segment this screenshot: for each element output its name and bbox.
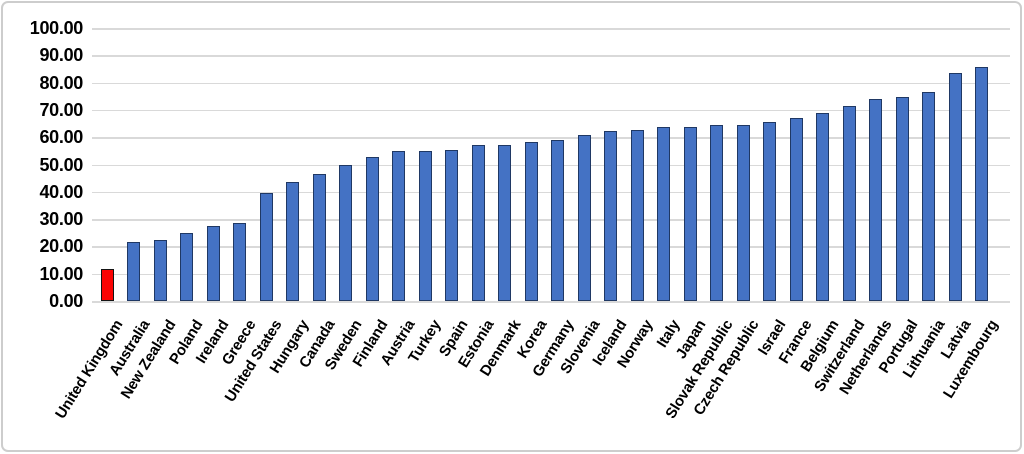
- gridline: [92, 301, 1010, 303]
- bar: [710, 125, 724, 301]
- bar: [445, 150, 459, 301]
- bar: [604, 130, 618, 301]
- gridline: [92, 109, 1010, 112]
- y-axis-tick-label: 40.00: [39, 181, 83, 202]
- gridline: [92, 137, 1010, 139]
- bar: [948, 72, 962, 301]
- bar: [259, 192, 273, 301]
- bar: [339, 165, 353, 301]
- gridline: [92, 28, 1010, 30]
- bar: [630, 129, 644, 301]
- bar: [286, 181, 300, 301]
- bar: [551, 140, 565, 301]
- bar: [365, 156, 379, 301]
- bar: [498, 144, 512, 301]
- y-axis-tick-label: 10.00: [39, 263, 83, 284]
- gridline: [92, 246, 1010, 248]
- y-axis-tick-label: 90.00: [39, 45, 83, 66]
- bar: [577, 134, 591, 301]
- bar: [869, 98, 883, 301]
- bar: [736, 124, 750, 301]
- bar: [153, 239, 167, 301]
- bar: [657, 127, 671, 301]
- y-axis-tick-label: 0.00: [49, 291, 83, 311]
- gridline: [92, 191, 1010, 194]
- bar: [206, 226, 220, 301]
- y-axis-tick-label: 20.00: [39, 236, 83, 257]
- bar: [418, 150, 432, 301]
- bar: [842, 106, 856, 301]
- plot-area: [92, 28, 1010, 303]
- highlighted-bar: [100, 268, 114, 301]
- bar: [922, 91, 936, 301]
- bar: [312, 174, 326, 301]
- bar: [763, 122, 777, 301]
- y-axis-tick-label: 30.00: [39, 209, 83, 230]
- x-axis: United Kingdom Australia New Zealand Poland…: [3, 3, 1020, 450]
- bar: [127, 242, 141, 301]
- gridline: [92, 164, 1010, 166]
- y-axis-tick-label: 50.00: [39, 154, 83, 175]
- bar: [816, 113, 830, 301]
- bar: [789, 118, 803, 301]
- y-axis-tick-label: 100.00: [29, 18, 84, 38]
- bar: [233, 222, 247, 301]
- bar: [392, 151, 406, 301]
- y-axis: 100.00 90.00 80.00 70.00 60.00 50.00 40.00 30.0…: [3, 3, 84, 450]
- y-axis-tick-label: 60.00: [39, 127, 83, 148]
- bar: [524, 141, 538, 301]
- bar: [975, 67, 989, 301]
- gridline: [92, 219, 1010, 221]
- y-axis-tick-label: 80.00: [39, 72, 83, 93]
- bar: [471, 145, 485, 301]
- bar: [180, 232, 194, 301]
- y-axis-tick-label: 70.00: [39, 99, 83, 120]
- gridline: [92, 273, 1010, 276]
- bar: [683, 126, 697, 301]
- gridline: [92, 82, 1010, 85]
- gridline: [92, 55, 1010, 57]
- bar: [895, 96, 909, 301]
